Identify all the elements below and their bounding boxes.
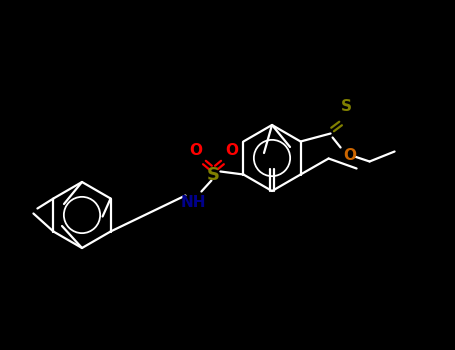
Text: O: O [343,148,356,163]
Text: O: O [189,143,202,158]
Text: S: S [341,99,352,114]
Text: O: O [225,143,238,158]
Text: NH: NH [181,195,206,210]
Text: S: S [207,166,220,183]
